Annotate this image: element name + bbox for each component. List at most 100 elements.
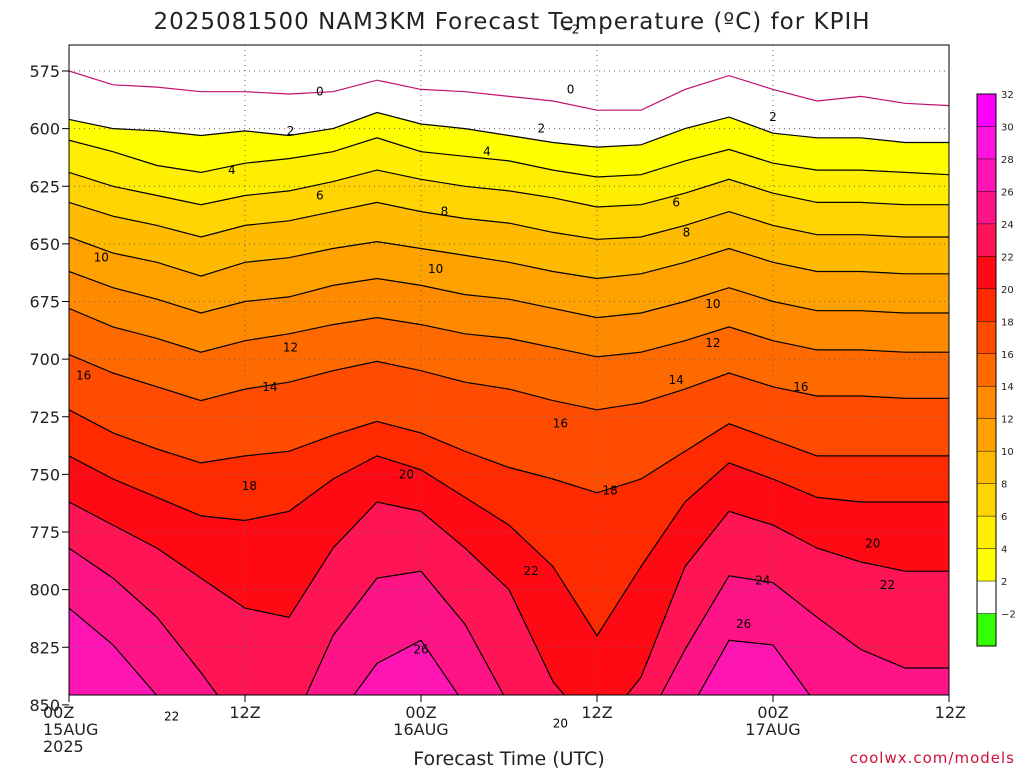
contour-label-20: 16 — [553, 417, 568, 431]
isotherm-24 — [69, 547, 949, 695]
y-tick-label-750: 750 — [29, 465, 60, 484]
colorbar-label-1: 2 — [1001, 577, 1007, 588]
colorbar-swatch-32 — [977, 94, 996, 127]
x-tick-label-4-0: 00Z — [757, 703, 788, 722]
contour-label-1: 0 — [316, 85, 324, 99]
colorbar-swatch-8 — [977, 483, 996, 517]
credit-link[interactable]: coolwx.com/models — [850, 749, 1015, 767]
isotherm-2 — [69, 111, 949, 148]
contour-label-7: 4 — [483, 145, 491, 159]
y-tick-label-575: 575 — [29, 62, 60, 81]
isotherm-8 — [69, 201, 949, 240]
contour-label-8: 6 — [316, 188, 324, 202]
colorbar-swatch--2 — [977, 613, 996, 646]
contour-label-28: 22 — [880, 578, 895, 592]
x-tick-label-2-1: 16AUG — [393, 720, 448, 739]
x-axis-title: Forecast Time (UTC) — [413, 748, 604, 768]
colorbar-swatch-24 — [977, 223, 996, 257]
colorbar-label-9: 18 — [1001, 317, 1014, 328]
colorbar-swatch-10 — [977, 451, 996, 484]
contour-label-11: 8 — [683, 225, 691, 239]
y-tick-label-675: 675 — [29, 293, 60, 312]
y-tick-label-700: 700 — [29, 350, 60, 369]
isotherm-6 — [69, 169, 949, 208]
colorbar-swatch-28 — [977, 158, 996, 192]
isotherm-10 — [69, 236, 949, 280]
contour-label-16: 12 — [705, 336, 720, 350]
contour-label-18: 14 — [669, 373, 684, 387]
grid-lines — [69, 45, 949, 695]
contour-label-22: 18 — [242, 479, 257, 493]
colorbar-label-5: 10 — [1001, 447, 1014, 458]
isotherm-12 — [69, 270, 949, 319]
colorbar-swatch-12 — [977, 418, 996, 452]
colorbar-swatch-26 — [977, 191, 996, 224]
contour-label-19: 16 — [76, 368, 91, 382]
contour-label-13: 10 — [428, 262, 443, 276]
contour-label-6: 4 — [228, 163, 236, 177]
colorbar-label-7: 14 — [1001, 382, 1014, 393]
x-tick-label-1-0: 12Z — [229, 703, 260, 722]
colorbar-label-11: 22 — [1001, 252, 1014, 263]
isotherm-16 — [69, 353, 949, 411]
contour-label-24: 20 — [399, 467, 414, 481]
x-tick-label-0-1: 15AUG — [43, 720, 98, 739]
isotherm-22 — [69, 501, 949, 695]
colorbar-swatch-6 — [977, 516, 996, 549]
colorbar-frame — [976, 93, 997, 647]
colorbar-label-6: 12 — [1001, 415, 1014, 426]
x-tick-label-3-0: 12Z — [581, 703, 612, 722]
colorbar-swatch-16 — [977, 353, 996, 387]
contour-label-27: 22 — [523, 564, 538, 578]
plot-frame — [68, 44, 950, 696]
contour-label-9: 6 — [672, 195, 680, 209]
contour-label-21: 16 — [793, 380, 808, 394]
colorbar-swatch-4 — [977, 548, 996, 582]
y-tick-label-825: 825 — [29, 638, 60, 657]
colorbar-swatch-14 — [977, 386, 996, 419]
contour-label-31: 26 — [736, 617, 751, 631]
x-tick-label-5-0: 12Z — [935, 703, 966, 722]
x-tick-label-0-0: 00Z — [43, 703, 74, 722]
colorbar-swatch-2 — [977, 581, 996, 614]
y-tick-label-625: 625 — [29, 177, 60, 196]
isotherm-lines — [69, 70, 949, 695]
isotherm-26 — [69, 607, 811, 695]
isotherm-18 — [69, 409, 949, 494]
colorbar-label-4: 8 — [1001, 480, 1007, 491]
contour-label-5: 2 — [769, 110, 777, 124]
y-tick-label-850: 850 — [29, 696, 60, 715]
colorbar-label-16: 32 — [1001, 90, 1014, 101]
colorbar-swatch-30 — [977, 126, 996, 159]
y-tick-label-775: 775 — [29, 523, 60, 542]
colorbar-label-12: 24 — [1001, 220, 1014, 231]
isotherm-14 — [69, 307, 949, 358]
x-tick-label-2-0: 00Z — [405, 703, 436, 722]
colorbar-swatch-22 — [977, 256, 996, 289]
chart-title: 2025081500 NAM3KM Forecast Temperature (… — [153, 9, 870, 35]
colorbar-label-3: 6 — [1001, 512, 1007, 523]
contour-label-23: 18 — [603, 484, 618, 498]
contour-label-2: 0 — [567, 82, 575, 96]
plot-area — [69, 45, 949, 695]
colorbar-swatch-18 — [977, 321, 996, 354]
contour-label-0: −2 — [562, 23, 580, 37]
colorbar-label-13: 26 — [1001, 187, 1014, 198]
contour-label-4: 2 — [537, 122, 545, 136]
pressure-axis: 575 600 625 650 675 700 725 750 775 800 825 850 — [29, 62, 69, 715]
contour-label-12: 10 — [94, 251, 109, 265]
colorbar-label-0: −2 — [1001, 610, 1016, 621]
x-tick-label-4-1: 17AUG — [745, 720, 800, 739]
y-tick-label-650: 650 — [29, 235, 60, 254]
colorbar-label-8: 16 — [1001, 350, 1014, 361]
colorbar-swatch-20 — [977, 288, 996, 322]
isotherm-20 — [69, 455, 949, 637]
colorbar-label-2: 4 — [1001, 545, 1007, 556]
contour-label-25: 20 — [865, 537, 880, 551]
y-tick-label-725: 725 — [29, 408, 60, 427]
contour-label-10: 8 — [441, 205, 449, 219]
